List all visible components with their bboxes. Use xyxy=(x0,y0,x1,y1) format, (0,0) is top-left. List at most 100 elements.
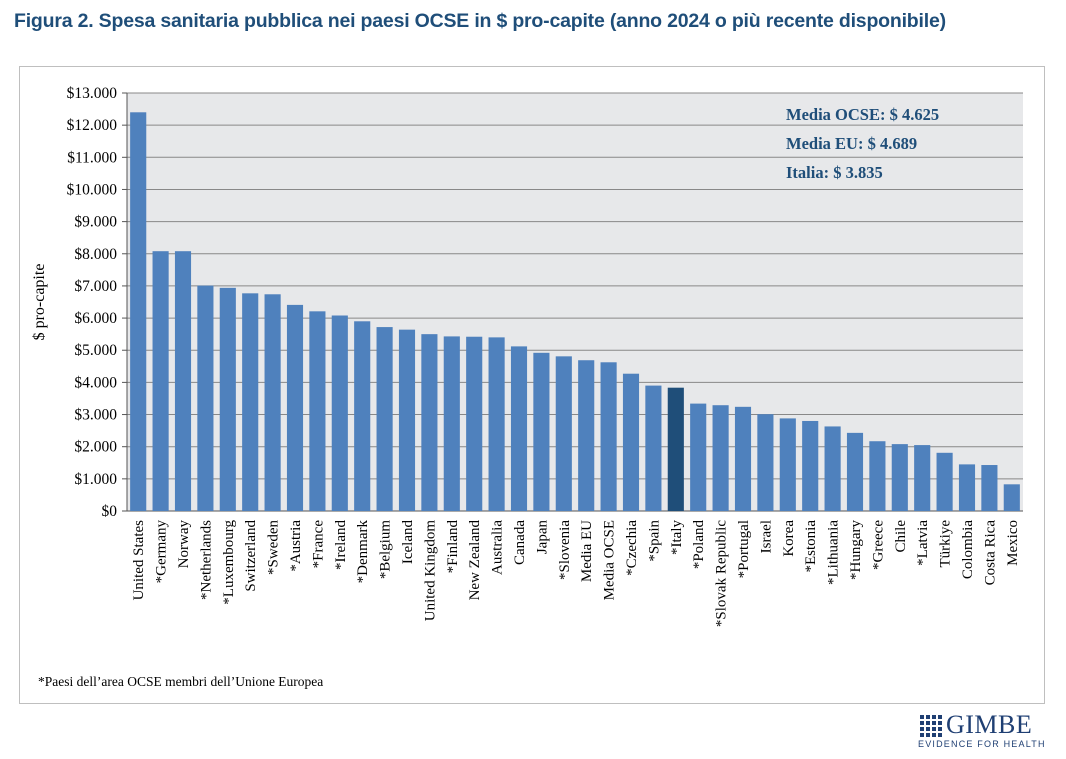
bar xyxy=(712,405,729,511)
x-tick-label: *France xyxy=(310,520,326,569)
bar xyxy=(421,334,438,511)
bar xyxy=(398,329,416,511)
bar xyxy=(914,445,931,511)
annotation-text: Italia: $ 3.835 xyxy=(786,163,883,182)
y-tick-label: $0 xyxy=(102,503,118,520)
bar xyxy=(734,406,752,511)
bar xyxy=(690,403,707,511)
bar xyxy=(846,432,864,511)
y-tick-label: $3.000 xyxy=(74,407,117,424)
x-tick-label: Japan xyxy=(534,520,550,555)
bar xyxy=(242,293,259,511)
x-tick-label: *Finland xyxy=(445,520,461,574)
bar xyxy=(869,441,886,511)
logo-wordmark: GIMBE xyxy=(946,710,1033,739)
x-tick-label: *Netherlands xyxy=(198,520,214,600)
y-tick-label: $6.000 xyxy=(74,310,117,327)
bar xyxy=(197,285,214,511)
x-tick-label: *Spain xyxy=(646,520,662,562)
x-tick-label: *Portugal xyxy=(736,520,752,578)
x-tick-label: Australia xyxy=(490,520,506,575)
bar xyxy=(219,287,236,511)
x-tick-label: *Slovenia xyxy=(557,520,573,580)
x-tick-label: *Lithuania xyxy=(826,520,842,585)
x-tick-label: United Kingdom xyxy=(422,520,438,622)
bar xyxy=(824,426,841,511)
x-tick-label: Colombia xyxy=(960,520,976,580)
x-tick-label: *Ireland xyxy=(333,520,349,570)
gimbe-logo-mark-icon xyxy=(920,715,942,737)
bar xyxy=(645,385,662,511)
x-tick-label: Iceland xyxy=(400,520,416,565)
bar xyxy=(533,352,550,511)
x-tick-label: *Germany xyxy=(154,520,170,584)
x-tick-label: *Czechia xyxy=(624,520,640,576)
bar xyxy=(555,356,572,511)
x-tick-label: Media OCSE xyxy=(602,520,618,600)
x-tick-label: New Zealand xyxy=(467,520,483,601)
bar xyxy=(264,294,281,511)
bar xyxy=(309,311,326,511)
y-tick-label: $12.000 xyxy=(67,117,118,134)
bar xyxy=(354,321,371,511)
bar xyxy=(466,336,483,511)
gimbe-logo: GIMBE EVIDENCE FOR HEALTH xyxy=(918,710,1048,753)
y-tick-label: $4.000 xyxy=(74,374,117,391)
y-tick-label: $1.000 xyxy=(74,471,117,488)
x-tick-label: Media EU xyxy=(579,520,595,582)
bar-chart: $0 $1.000 $2.000 $3.000 $4.000 $5.000 $6.000 $7… xyxy=(31,85,1023,627)
x-tick-label: Switzerland xyxy=(243,520,259,592)
x-tick-label: *Austria xyxy=(288,520,304,572)
bar xyxy=(667,387,684,511)
bar xyxy=(578,360,595,511)
y-tick-label: $8.000 xyxy=(74,246,117,263)
annotation-text: Media EU: $ 4.689 xyxy=(786,134,917,153)
annotation-text: Media OCSE: $ 4.625 xyxy=(786,105,939,124)
bar xyxy=(891,444,908,511)
bar xyxy=(130,112,147,512)
y-tick-label: $11.000 xyxy=(67,149,117,166)
bar xyxy=(600,362,617,511)
x-tick-label: *Denmark xyxy=(355,520,371,584)
bar xyxy=(757,414,774,511)
x-tick-label: *Hungary xyxy=(848,520,864,580)
figure-title: Figura 2. Spesa sanitaria pubblica nei p… xyxy=(14,10,946,32)
bar xyxy=(802,420,819,511)
x-tick-label: *Poland xyxy=(691,520,707,570)
x-tick-label: *Luxembourg xyxy=(221,520,237,605)
x-tick-label: *Belgium xyxy=(378,520,394,579)
x-tick-label: Israel xyxy=(758,520,774,553)
chart-container: $0 $1.000 $2.000 $3.000 $4.000 $5.000 $6.000 $7… xyxy=(19,66,1045,704)
bar xyxy=(958,464,976,511)
x-tick-label: *Estonia xyxy=(803,520,819,573)
x-tick-label: *Latvia xyxy=(915,520,931,566)
logo-tagline: EVIDENCE FOR HEALTH xyxy=(918,739,1046,749)
y-tick-label: $5.000 xyxy=(74,342,117,359)
x-tick-label: Korea xyxy=(781,520,797,557)
bar xyxy=(981,465,998,511)
x-tick-label: *Italy xyxy=(669,520,685,555)
y-tick-label: $2.000 xyxy=(74,439,117,456)
bar xyxy=(286,304,304,511)
bar xyxy=(331,315,348,511)
x-tick-label: Chile xyxy=(893,520,909,553)
plot-area xyxy=(127,93,1023,511)
bar xyxy=(376,327,393,511)
y-tick-label: $9.000 xyxy=(74,214,117,231)
bar xyxy=(936,452,953,511)
bar xyxy=(152,251,169,511)
y-tick-label: $7.000 xyxy=(74,278,117,295)
x-tick-label: *Slovak Republic xyxy=(714,520,730,627)
x-tick-label: *Greece xyxy=(870,520,886,570)
bar xyxy=(1003,484,1020,511)
bar xyxy=(174,251,192,511)
bar xyxy=(510,346,528,511)
x-tick-label: Mexico xyxy=(1005,520,1021,566)
y-axis-title: $ pro-capite xyxy=(31,264,48,341)
y-tick-label: $10.000 xyxy=(67,181,118,198)
bar xyxy=(622,373,640,511)
x-tick-label: *Sweden xyxy=(266,520,282,575)
x-tick-label: United States xyxy=(131,520,147,601)
x-tick-label: Costa Rica xyxy=(982,520,998,586)
bar xyxy=(443,336,460,511)
